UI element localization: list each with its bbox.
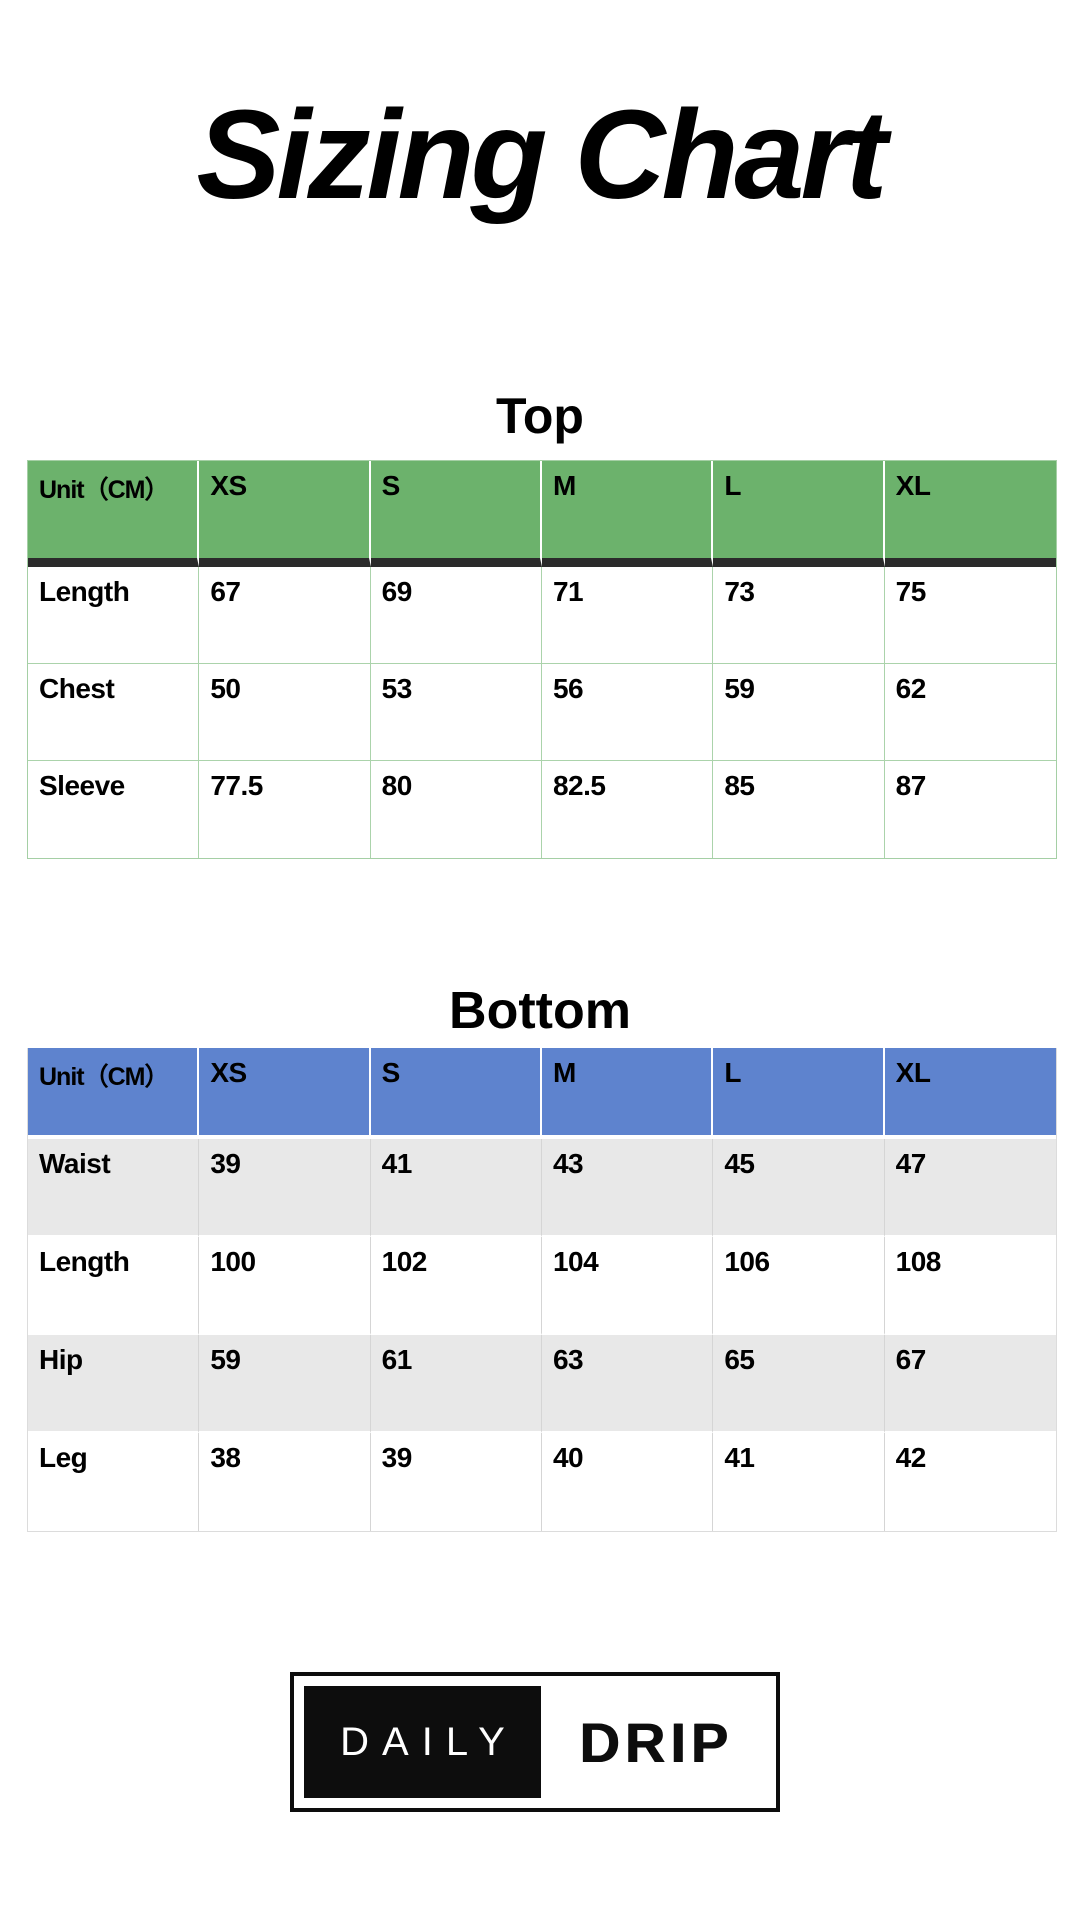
row-label: Length [28,1237,200,1335]
cell: 59 [713,664,885,761]
row-label: Length [28,567,200,664]
cell: 41 [370,1139,542,1237]
cell: 80 [370,761,542,858]
row-label: Waist [28,1139,200,1237]
cell: 104 [541,1237,714,1335]
cell: 82.5 [541,761,714,858]
top-sizing-table: Unit（CM） XS S M L XL Length 67 69 71 73 … [27,460,1057,859]
table-row-length: Length 67 69 71 73 75 [28,567,1056,664]
bottom-sizing-table-wrap: Unit（CM） XS S M L XL Waist 39 41 43 45 4… [27,1048,1057,1532]
brand-logo-drip: DRIP [579,1710,733,1774]
top-header-xs: XS [199,461,371,567]
cell: 102 [370,1237,542,1335]
table-row-hip: Hip 59 61 63 65 67 [28,1335,1056,1433]
cell: 39 [199,1139,371,1237]
bottom-header-l: L [713,1048,885,1139]
top-header-unit: Unit（CM） [28,461,200,567]
cell: 71 [541,567,714,664]
top-header-row: Unit（CM） XS S M L XL [28,461,1056,567]
table-row-sleeve: Sleeve 77.5 80 82.5 85 87 [28,761,1056,858]
row-label: Chest [28,664,200,761]
cell: 47 [884,1139,1056,1237]
cell: 61 [370,1335,542,1433]
top-header-s: S [370,461,542,567]
bottom-section-heading: Bottom [449,982,631,1040]
cell: 43 [541,1139,714,1237]
cell: 59 [199,1335,371,1433]
cell: 75 [884,567,1056,664]
cell: 45 [713,1139,885,1237]
cell: 87 [884,761,1056,858]
cell: 108 [884,1237,1056,1335]
bottom-sizing-table: Unit（CM） XS S M L XL Waist 39 41 43 45 4… [27,1048,1057,1532]
page-title: Sizing Chart [196,84,887,225]
table-row-length: Length 100 102 104 106 108 [28,1237,1056,1335]
top-section-heading: Top [496,388,584,444]
cell: 100 [199,1237,371,1335]
brand-logo-daily: DAILY [304,1686,541,1798]
table-row-waist: Waist 39 41 43 45 47 [28,1139,1056,1237]
cell: 63 [541,1335,714,1433]
cell: 41 [713,1433,885,1531]
row-label: Hip [28,1335,200,1433]
row-label: Sleeve [28,761,200,858]
bottom-header-xl: XL [884,1048,1056,1139]
cell: 73 [713,567,885,664]
cell: 69 [370,567,542,664]
cell: 62 [884,664,1056,761]
top-header-l: L [713,461,885,567]
cell: 56 [541,664,714,761]
cell: 85 [713,761,885,858]
cell: 39 [370,1433,542,1531]
cell: 53 [370,664,542,761]
cell: 38 [199,1433,371,1531]
table-row-chest: Chest 50 53 56 59 62 [28,664,1056,761]
cell: 42 [884,1433,1056,1531]
table-row-leg: Leg 38 39 40 41 42 [28,1433,1056,1531]
bottom-header-row: Unit（CM） XS S M L XL [28,1048,1056,1139]
top-header-xl: XL [884,461,1056,567]
cell: 67 [199,567,371,664]
bottom-header-xs: XS [199,1048,371,1139]
cell: 67 [884,1335,1056,1433]
cell: 106 [713,1237,885,1335]
cell: 40 [541,1433,714,1531]
bottom-header-s: S [370,1048,542,1139]
bottom-header-unit: Unit（CM） [28,1048,200,1139]
row-label: Leg [28,1433,200,1531]
cell: 50 [199,664,371,761]
top-sizing-table-wrap: Unit（CM） XS S M L XL Length 67 69 71 73 … [27,460,1057,859]
cell: 77.5 [199,761,371,858]
top-header-m: M [541,461,714,567]
bottom-header-m: M [541,1048,714,1139]
brand-logo: DAILY DRIP [290,1672,780,1812]
cell: 65 [713,1335,885,1433]
